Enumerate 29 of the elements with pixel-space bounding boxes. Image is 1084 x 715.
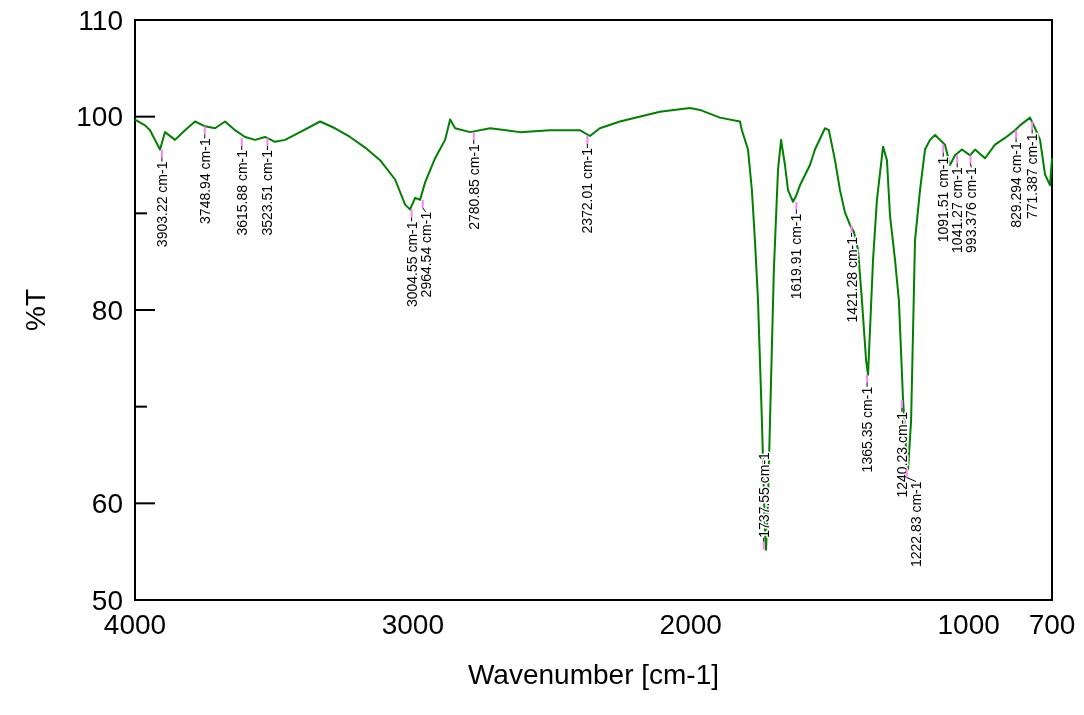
y-tick-label: 110 xyxy=(78,4,123,36)
annotation: 1619.91 cm-1 xyxy=(788,213,805,300)
annotation: 3903.22 cm-1 xyxy=(153,161,170,248)
annotation: 993.376 cm-1 xyxy=(963,167,980,253)
annotation: 3004.55 cm-1 xyxy=(403,221,420,308)
y-axis-title: %T xyxy=(20,289,51,331)
annotation: 771.387 cm-1 xyxy=(1024,133,1041,220)
annotation: 3748.94 cm-1 xyxy=(196,138,213,224)
annotation: 1041.27 cm-1 xyxy=(949,167,966,253)
annotation: 1240.23 cm-1 xyxy=(893,411,910,498)
x-tick-label: 1000 xyxy=(937,609,1000,640)
x-tick-label: 2000 xyxy=(659,609,722,640)
annotation: 829.294 cm-1 xyxy=(1008,141,1025,228)
annotation: 1365.35 cm-1 xyxy=(859,386,876,473)
annotation: 3615.88 cm-1 xyxy=(233,149,250,236)
annotation: 2780.85 cm-1 xyxy=(465,143,482,230)
y-tick-label: 100 xyxy=(76,101,123,133)
annotation: 1091.51 cm-1 xyxy=(935,156,952,243)
y-tick-label: 80 xyxy=(91,294,123,326)
x-tick-label: 3000 xyxy=(381,609,445,640)
annotation: 1737.55 cm-1 xyxy=(755,451,772,538)
x-axis-title: Wavenumber [cm-1] xyxy=(467,659,720,690)
annotation: 2964.54 cm-1 xyxy=(417,211,434,298)
y-tick-label: 60 xyxy=(91,488,123,520)
annotation: 1222.83 cm-1 xyxy=(907,481,924,568)
annotation: 2372.01 cm-1 xyxy=(579,147,596,234)
annotation: 3523.51 cm-1 xyxy=(259,149,276,236)
annotation: 1421.28 cm-1 xyxy=(843,236,860,323)
x-tick-label: 700 xyxy=(1028,609,1076,640)
